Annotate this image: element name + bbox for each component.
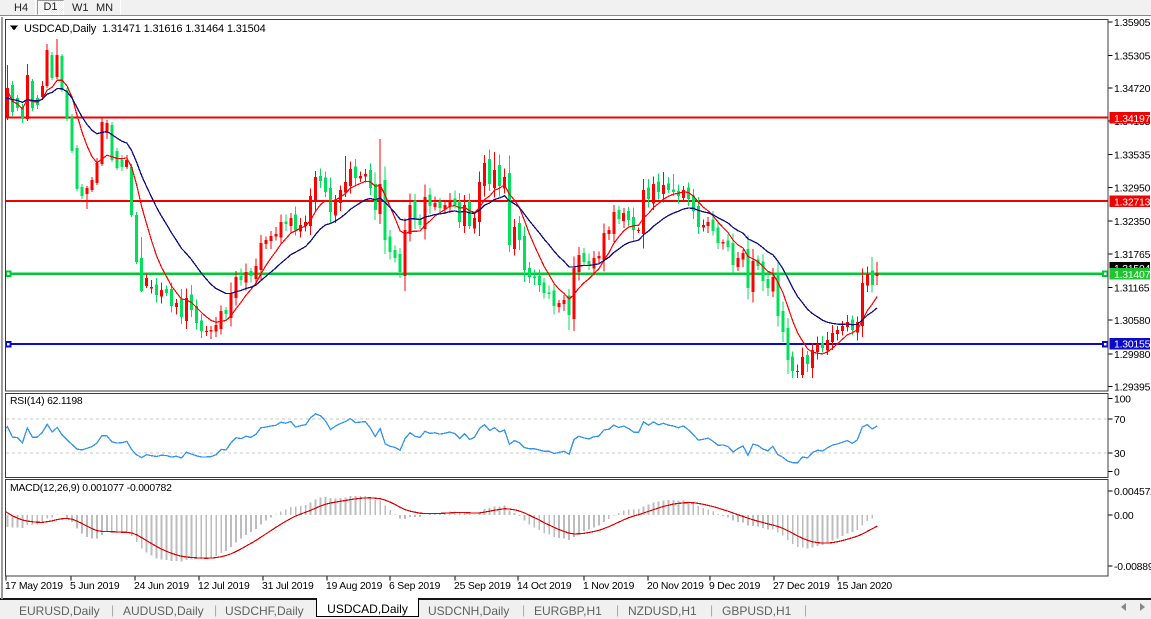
svg-text:1.30580: 1.30580 xyxy=(1114,316,1151,327)
svg-text:27 Dec 2019: 27 Dec 2019 xyxy=(773,581,830,592)
svg-text:1.29980: 1.29980 xyxy=(1114,350,1151,361)
svg-text:1.31407: 1.31407 xyxy=(1114,270,1151,281)
svg-text:1.32350: 1.32350 xyxy=(1114,217,1151,228)
svg-text:0.004572: 0.004572 xyxy=(1114,487,1151,498)
svg-text:1.34720: 1.34720 xyxy=(1114,84,1151,95)
svg-text:1.35305: 1.35305 xyxy=(1114,51,1151,62)
svg-text:6 Sep 2019: 6 Sep 2019 xyxy=(389,581,441,592)
svg-text:1.30155: 1.30155 xyxy=(1114,340,1151,351)
svg-text:100: 100 xyxy=(1114,394,1131,405)
svg-text:25 Sep 2019: 25 Sep 2019 xyxy=(454,581,511,592)
svg-text:0.00: 0.00 xyxy=(1114,511,1134,522)
svg-text:24 Jun 2019: 24 Jun 2019 xyxy=(134,581,189,592)
svg-text:-0.008893: -0.008893 xyxy=(1114,562,1151,573)
svg-text:MACD(12,26,9) 0.001077 -0.0007: MACD(12,26,9) 0.001077 -0.000782 xyxy=(10,483,172,494)
svg-text:12 Jul 2019: 12 Jul 2019 xyxy=(198,581,250,592)
svg-text:1 Nov 2019: 1 Nov 2019 xyxy=(583,581,635,592)
svg-text:30: 30 xyxy=(1114,449,1126,460)
svg-text:1.32950: 1.32950 xyxy=(1114,183,1151,194)
svg-text:1.32713: 1.32713 xyxy=(1114,197,1151,208)
svg-text:1.33535: 1.33535 xyxy=(1114,151,1151,162)
svg-text:9 Dec 2019: 9 Dec 2019 xyxy=(709,581,761,592)
svg-text:15 Jan 2020: 15 Jan 2020 xyxy=(837,581,892,592)
svg-text:19 Aug 2019: 19 Aug 2019 xyxy=(326,581,383,592)
svg-text:20 Nov 2019: 20 Nov 2019 xyxy=(647,581,704,592)
svg-text:1.31165: 1.31165 xyxy=(1114,283,1150,294)
svg-text:1.35905: 1.35905 xyxy=(1114,18,1151,29)
svg-text:70: 70 xyxy=(1114,415,1126,426)
svg-text:17 May 2019: 17 May 2019 xyxy=(5,581,63,592)
svg-text:1.29395: 1.29395 xyxy=(1114,383,1151,394)
svg-text:31 Jul 2019: 31 Jul 2019 xyxy=(262,581,314,592)
svg-text:1.31765: 1.31765 xyxy=(1114,250,1151,261)
svg-text:5 Jun 2019: 5 Jun 2019 xyxy=(70,581,120,592)
svg-text:RSI(14) 62.1198: RSI(14) 62.1198 xyxy=(10,396,83,407)
svg-text:0: 0 xyxy=(1114,468,1120,479)
svg-text:USDCAD,Daily 1.31471 1.31616: USDCAD,Daily 1.31471 1.31616 1.31464 1.3… xyxy=(24,23,266,35)
svg-text:1.34197: 1.34197 xyxy=(1114,114,1151,125)
svg-text:14 Oct 2019: 14 Oct 2019 xyxy=(517,581,572,592)
